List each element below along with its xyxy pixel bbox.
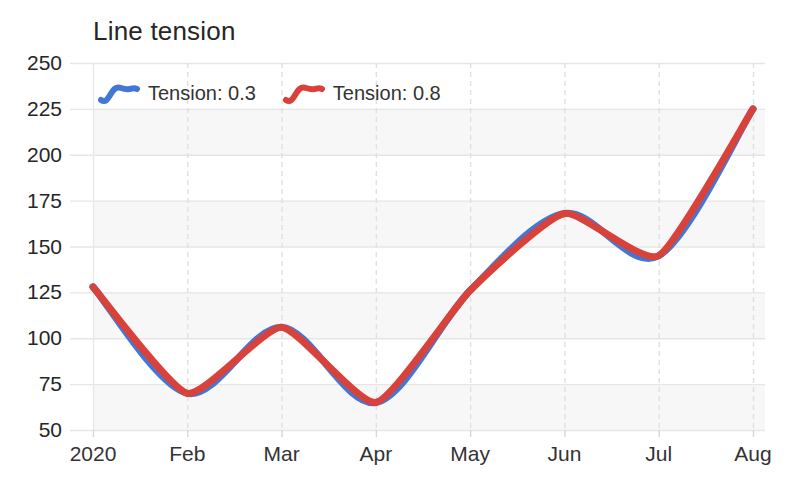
x-axis-label: Jun [514,442,614,466]
y-axis-label: 175 [0,189,62,213]
legend-item-tension-0-3[interactable]: Tension: 0.3 [98,80,256,106]
chart-container: Line tension 250 225 200 175 150 125 100 75 5020… [0,0,800,494]
y-axis-label: 125 [0,280,62,304]
grid-band [93,201,765,247]
spline-curve-icon [283,80,325,106]
y-axis-label: 225 [0,97,62,121]
chart-canvas [0,0,800,494]
x-axis-label: 2020 [43,442,143,466]
legend-label: Tension: 0.8 [333,82,441,105]
y-axis-label: 75 [0,372,62,396]
grid-band [93,292,765,338]
chart-legend: Tension: 0.3 Tension: 0.8 [98,80,468,106]
y-axis-label: 250 [0,51,62,75]
y-axis-label: 150 [0,235,62,259]
spline-curve-icon [98,80,140,106]
x-axis-label: May [420,442,520,466]
x-axis-label: Apr [326,442,426,466]
x-axis-label: Mar [232,442,332,466]
x-axis-label: Feb [137,442,237,466]
y-axis-label: 50 [0,418,62,442]
grid-band [93,109,765,155]
legend-item-tension-0-8[interactable]: Tension: 0.8 [283,80,441,106]
chart-title: Line tension [93,16,236,47]
y-axis-label: 100 [0,326,62,350]
legend-label: Tension: 0.3 [148,82,256,105]
x-axis-label: Jul [609,442,709,466]
y-axis-label: 200 [0,143,62,167]
x-axis-label: Aug [703,442,800,466]
